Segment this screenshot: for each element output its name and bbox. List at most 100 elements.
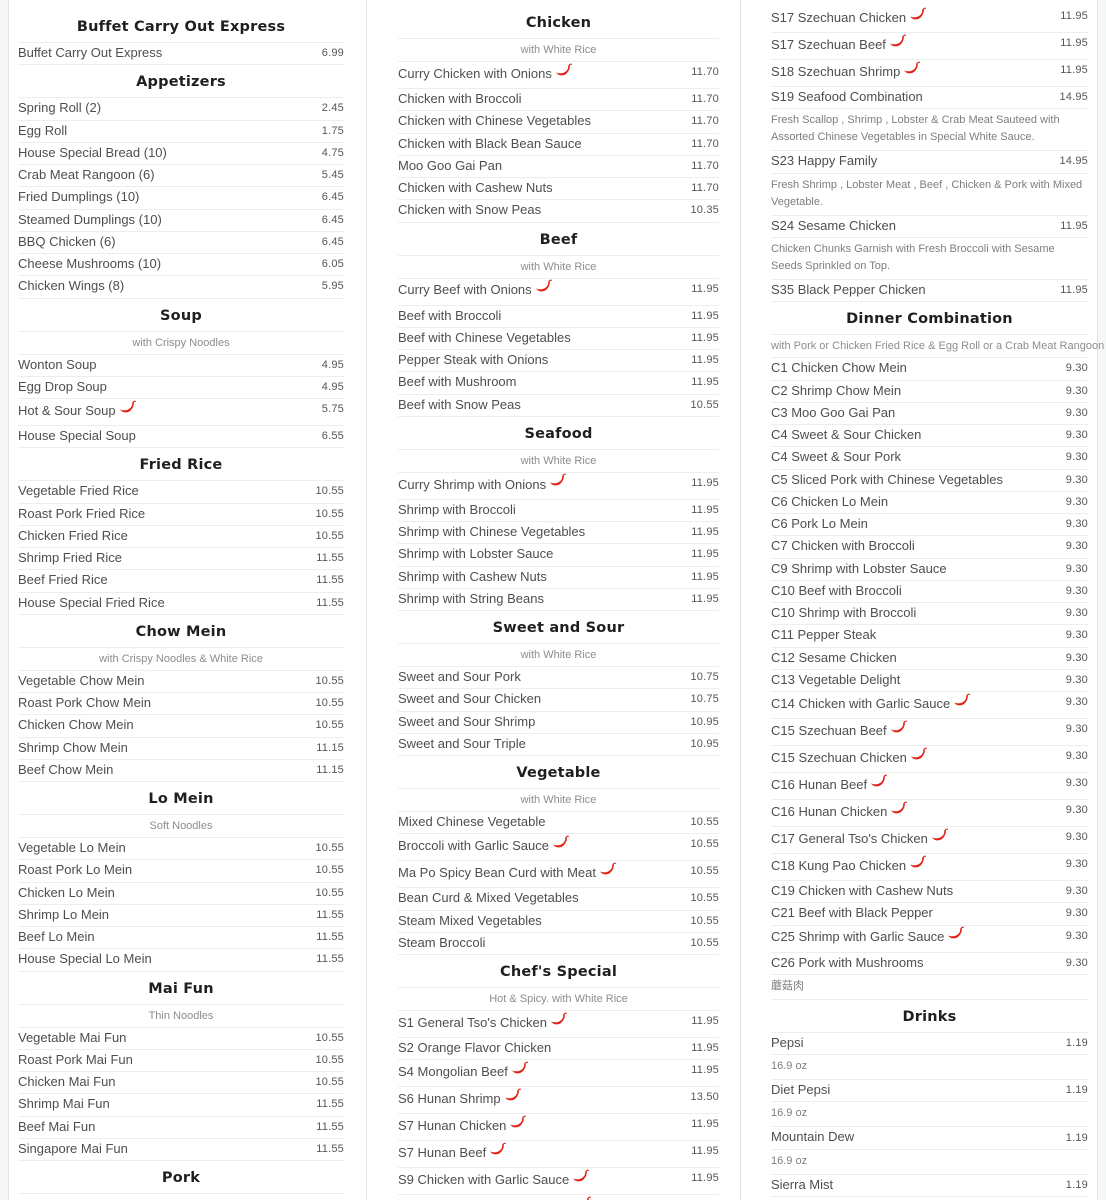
menu-item[interactable]: Hot & Sour Soup 5.75	[18, 399, 344, 426]
menu-item[interactable]: C26 Pork with Mushrooms 9.30 蘑菇肉	[771, 953, 1088, 1000]
menu-item[interactable]: Beef Fried Rice 11.55	[18, 570, 344, 593]
menu-item[interactable]: Wonton Soup 4.95	[18, 355, 344, 377]
menu-item[interactable]: Beef with Mushroom 11.95	[398, 372, 719, 395]
menu-item[interactable]: Moo Goo Gai Pan 11.70	[398, 156, 719, 178]
menu-item[interactable]: Chicken Mai Fun 10.55	[18, 1072, 344, 1095]
menu-item[interactable]: Singapore Mai Fun 11.55	[18, 1139, 344, 1161]
menu-item[interactable]: Shrimp with Lobster Sauce 11.95	[398, 544, 719, 567]
menu-item[interactable]: S10 Shrimp with Garlic Sauce 11.95	[398, 1195, 719, 1200]
menu-item[interactable]: S17 Szechuan Chicken 11.95	[771, 6, 1088, 33]
menu-item[interactable]: Roast Pork Lo Mein 10.55	[18, 860, 344, 883]
menu-item[interactable]: C18 Kung Pao Chicken 9.30	[771, 854, 1088, 882]
menu-item[interactable]: C9 Shrimp with Lobster Sauce 9.30	[771, 559, 1088, 581]
menu-item[interactable]: C15 Szechuan Beef 9.30	[771, 719, 1088, 747]
menu-item[interactable]: C11 Pepper Steak 9.30	[771, 625, 1088, 648]
menu-item[interactable]: BBQ Chicken (6) 6.45	[18, 232, 344, 254]
menu-item[interactable]: S6 Hunan Shrimp 13.50	[398, 1087, 719, 1115]
menu-item[interactable]: S18 Szechuan Shrimp 11.95	[771, 60, 1088, 87]
menu-item[interactable]: Curry Chicken with Onions 11.70	[398, 62, 719, 89]
menu-item[interactable]: Beef with Broccoli 11.95	[398, 306, 719, 328]
menu-item[interactable]: C2 Shrimp Chow Mein 9.30	[771, 381, 1088, 403]
menu-item[interactable]: C17 General Tso's Chicken 9.30	[771, 827, 1088, 855]
menu-item[interactable]: C7 Chicken with Broccoli 9.30	[771, 536, 1088, 559]
menu-item[interactable]: C4 Sweet & Sour Chicken 9.30	[771, 425, 1088, 448]
menu-item[interactable]: S24 Sesame Chicken 11.95 Chicken Chunks …	[771, 216, 1088, 281]
menu-item[interactable]: Shrimp Fried Rice 11.55	[18, 548, 344, 571]
menu-item[interactable]: Shrimp Chow Mein 11.15	[18, 738, 344, 760]
menu-item[interactable]: S7 Hunan Beef 11.95	[398, 1141, 719, 1169]
menu-item[interactable]: Steam Broccoli 10.55	[398, 933, 719, 955]
menu-item[interactable]: Shrimp with Broccoli 11.95	[398, 500, 719, 522]
menu-item[interactable]: Diet Pepsi 1.19 16.9 oz	[771, 1080, 1088, 1128]
menu-item[interactable]: Chicken with Black Bean Sauce 11.70	[398, 134, 719, 156]
menu-item[interactable]: Sierra Mist 1.19 16.9 oz	[771, 1175, 1088, 1200]
menu-item[interactable]: Chicken with Cashew Nuts 11.70	[398, 178, 719, 201]
menu-item[interactable]: C19 Chicken with Cashew Nuts 9.30	[771, 881, 1088, 904]
menu-item[interactable]: Buffet Carry Out Express 6.99	[18, 43, 344, 66]
menu-item[interactable]: Chicken Fried Rice 10.55	[18, 526, 344, 548]
menu-item[interactable]: House Special Soup 6.55	[18, 426, 344, 449]
menu-item[interactable]: C10 Shrimp with Broccoli 9.30	[771, 603, 1088, 626]
menu-item[interactable]: S23 Happy Family 14.95 Fresh Shrimp , Lo…	[771, 151, 1088, 216]
menu-item[interactable]: C13 Vegetable Delight 9.30	[771, 670, 1088, 693]
menu-item[interactable]: Vegetable Mai Fun 10.55	[18, 1028, 344, 1050]
menu-item[interactable]: Chicken with Snow Peas 10.35	[398, 200, 719, 223]
menu-item[interactable]: C15 Szechuan Chicken 9.30	[771, 746, 1088, 774]
menu-item[interactable]: Shrimp with Chinese Vegetables 11.95	[398, 522, 719, 545]
menu-item[interactable]: Roast Pork Chow Mein 10.55	[18, 693, 344, 716]
menu-item[interactable]: House Special Fried Rice 11.55	[18, 593, 344, 615]
menu-item[interactable]: S35 Black Pepper Chicken 11.95	[771, 280, 1088, 303]
menu-item[interactable]: S1 General Tso's Chicken 11.95	[398, 1011, 719, 1038]
menu-item[interactable]: C12 Sesame Chicken 9.30	[771, 648, 1088, 670]
menu-item[interactable]: Shrimp with String Beans 11.95	[398, 589, 719, 611]
menu-item[interactable]: C25 Shrimp with Garlic Sauce 9.30	[771, 926, 1088, 953]
menu-item[interactable]: Shrimp Lo Mein 11.55	[18, 905, 344, 927]
menu-item[interactable]: Curry Beef with Onions 11.95	[398, 279, 719, 306]
menu-item[interactable]: S19 Seafood Combination 14.95 Fresh Scal…	[771, 87, 1088, 152]
menu-item[interactable]: House Special Bread (10) 4.75	[18, 143, 344, 165]
menu-item[interactable]: Sweet and Sour Chicken 10.75	[398, 689, 719, 712]
menu-item[interactable]: Roast Pork Mai Fun 10.55	[18, 1050, 344, 1072]
menu-item[interactable]: Chicken Chow Mein 10.55	[18, 715, 344, 738]
menu-item[interactable]: C16 Hunan Chicken 9.30	[771, 800, 1088, 828]
menu-item[interactable]: Shrimp Mai Fun 11.55	[18, 1094, 344, 1117]
menu-item[interactable]: Shrimp with Cashew Nuts 11.95	[398, 567, 719, 589]
menu-item[interactable]: Vegetable Chow Mein 10.55	[18, 671, 344, 693]
menu-item[interactable]: Beef with Chinese Vegetables 11.95	[398, 328, 719, 350]
menu-item[interactable]: Spring Roll (2) 2.45	[18, 98, 344, 121]
menu-item[interactable]: S2 Orange Flavor Chicken 11.95	[398, 1038, 719, 1061]
menu-item[interactable]: Steam Mixed Vegetables 10.55	[398, 911, 719, 933]
menu-item[interactable]: C6 Chicken Lo Mein 9.30	[771, 492, 1088, 515]
menu-item[interactable]: Egg Drop Soup 4.95	[18, 377, 344, 399]
menu-item[interactable]: S9 Chicken with Garlic Sauce 11.95	[398, 1168, 719, 1196]
menu-item[interactable]: Sweet and Sour Triple 10.95	[398, 734, 719, 756]
menu-item[interactable]: Fried Dumplings (10) 6.45	[18, 187, 344, 210]
menu-item[interactable]: C1 Chicken Chow Mein 9.30	[771, 358, 1088, 381]
menu-item[interactable]: House Special Lo Mein 11.55	[18, 949, 344, 972]
menu-item[interactable]: S4 Mongolian Beef 11.95	[398, 1060, 719, 1088]
menu-item[interactable]: C5 Sliced Pork with Chinese Vegetables 9…	[771, 470, 1088, 492]
menu-item[interactable]: Curry Shrimp with Onions 11.95	[398, 473, 719, 500]
menu-item[interactable]: C21 Beef with Black Pepper 9.30	[771, 903, 1088, 926]
menu-item[interactable]: S17 Szechuan Beef 11.95	[771, 33, 1088, 60]
menu-item[interactable]: Chicken Lo Mein 10.55	[18, 883, 344, 905]
menu-item[interactable]: C10 Beef with Broccoli 9.30	[771, 581, 1088, 604]
menu-item[interactable]: Bean Curd & Mixed Vegetables 10.55	[398, 888, 719, 911]
menu-item[interactable]: S7 Hunan Chicken 11.95	[398, 1114, 719, 1142]
menu-item[interactable]: Mixed Chinese Vegetable 10.55	[398, 812, 719, 835]
menu-item[interactable]: Roast Pork Fried Rice 10.55	[18, 504, 344, 526]
menu-item[interactable]: Steamed Dumplings (10) 6.45	[18, 210, 344, 232]
menu-item[interactable]: Chicken with Chinese Vegetables 11.70	[398, 111, 719, 134]
menu-item[interactable]: Mountain Dew 1.19 16.9 oz	[771, 1127, 1088, 1175]
menu-item[interactable]: Cheese Mushrooms (10) 6.05	[18, 254, 344, 277]
menu-item[interactable]: Chicken with Broccoli 11.70	[398, 89, 719, 112]
menu-item[interactable]: Egg Roll 1.75	[18, 121, 344, 143]
menu-item[interactable]: C16 Hunan Beef 9.30	[771, 773, 1088, 801]
menu-item[interactable]: C3 Moo Goo Gai Pan 9.30	[771, 403, 1088, 426]
menu-item[interactable]: Chicken Wings (8) 5.95	[18, 276, 344, 299]
menu-item[interactable]: Beef Mai Fun 11.55	[18, 1117, 344, 1139]
menu-item[interactable]: Beef Chow Mein 11.15	[18, 760, 344, 782]
menu-item[interactable]: Broccoli with Garlic Sauce 10.55	[398, 834, 719, 862]
menu-item[interactable]: Ma Po Spicy Bean Curd with Meat 10.55	[398, 861, 719, 889]
menu-item[interactable]: Pepper Steak with Onions 11.95	[398, 350, 719, 373]
